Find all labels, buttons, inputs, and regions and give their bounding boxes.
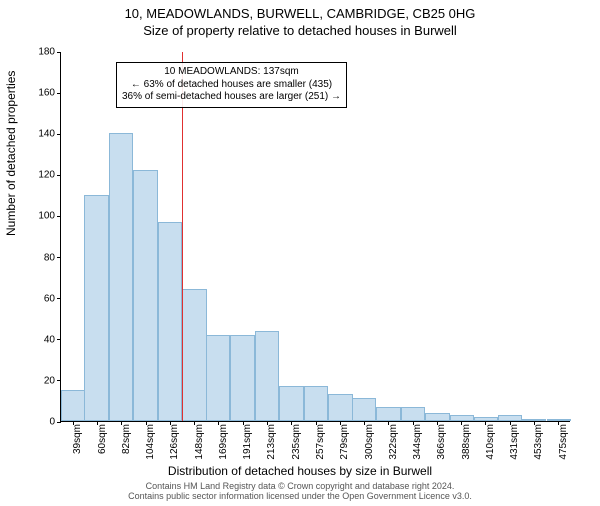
histogram-bar [158,222,182,421]
x-tick-label: 82sqm [121,424,132,464]
y-tick [57,339,61,340]
histogram-bar [304,386,328,421]
histogram-bar [61,390,85,421]
y-tick [57,422,61,423]
y-tick [57,134,61,135]
histogram-bar [279,386,303,421]
chart-title-address: 10, MEADOWLANDS, BURWELL, CAMBRIDGE, CB2… [0,6,600,21]
y-tick-label: 140 [38,129,55,140]
y-tick [57,380,61,381]
histogram-bar [109,133,133,421]
y-tick-label: 80 [44,252,55,263]
x-tick-label: 322sqm [388,424,399,464]
y-tick-label: 120 [38,170,55,181]
y-tick-label: 60 [44,293,55,304]
y-tick-label: 0 [49,417,55,428]
y-tick-label: 180 [38,47,55,58]
x-tick-label: 191sqm [242,424,253,464]
annotation-box: 10 MEADOWLANDS: 137sqm← 63% of detached … [116,62,347,108]
histogram-bar [206,335,230,421]
y-tick [57,175,61,176]
x-tick-label: 279sqm [339,424,350,464]
y-tick [57,298,61,299]
annotation-line-3: 36% of semi-detached houses are larger (… [122,91,341,104]
y-tick [57,52,61,53]
x-tick-label: 126sqm [169,424,180,464]
chart-title-subtitle: Size of property relative to detached ho… [0,23,600,38]
x-tick-label: 300sqm [364,424,375,464]
histogram-bar [133,170,157,421]
x-tick-label: 39sqm [72,424,83,464]
x-tick-label: 344sqm [412,424,423,464]
y-tick [57,257,61,258]
x-tick-label: 366sqm [436,424,447,464]
annotation-line-2: ← 63% of detached houses are smaller (43… [122,79,341,92]
plot-area: 10 MEADOWLANDS: 137sqm← 63% of detached … [60,52,570,422]
x-tick-label: 148sqm [194,424,205,464]
y-tick [57,216,61,217]
attribution-footer: Contains HM Land Registry data © Crown c… [0,482,600,502]
x-tick-label: 388sqm [461,424,472,464]
histogram-bar [230,335,254,421]
annotation-line-1: 10 MEADOWLANDS: 137sqm [122,66,341,79]
histogram-bar [328,394,352,421]
histogram-bar [376,407,400,421]
histogram-bar [182,289,206,421]
x-tick-label: 213sqm [266,424,277,464]
x-axis-label: Distribution of detached houses by size … [0,464,600,478]
y-tick-label: 160 [38,88,55,99]
x-tick-label: 235sqm [291,424,302,464]
x-tick-label: 410sqm [485,424,496,464]
y-tick-label: 100 [38,211,55,222]
x-tick-label: 453sqm [533,424,544,464]
y-axis-label: Number of detached properties [4,71,18,236]
y-tick-label: 20 [44,375,55,386]
footer-line-2: Contains public sector information licen… [0,492,600,502]
histogram-bar [352,398,376,421]
x-tick-label: 169sqm [218,424,229,464]
x-tick-label: 431sqm [509,424,520,464]
x-tick-label: 475sqm [558,424,569,464]
x-tick-label: 257sqm [315,424,326,464]
histogram-bar [425,413,449,421]
histogram-bar [84,195,108,421]
x-tick-label: 60sqm [97,424,108,464]
x-tick-label: 104sqm [145,424,156,464]
histogram-bar [255,331,279,421]
histogram-bar [401,407,425,421]
y-tick [57,93,61,94]
y-tick-label: 40 [44,334,55,345]
